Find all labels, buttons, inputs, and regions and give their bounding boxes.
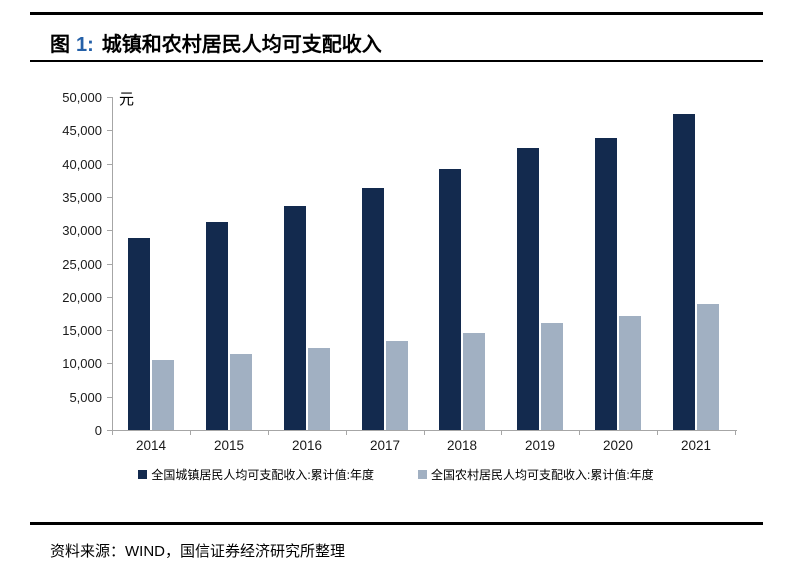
x-tick-mark [579,430,580,435]
chart-legend: 全国城镇居民人均可支配收入:累计值:年度 全国农村居民人均可支配收入:累计值:年度 [0,466,792,483]
y-tick-label: 30,000 [62,223,102,238]
x-tick-label: 2014 [135,438,167,453]
y-tick-label: 5,000 [69,390,102,405]
legend-label: 全国城镇居民人均可支配收入:累计值:年度 [151,468,374,482]
top-rule [30,12,763,15]
bar-urban-2015 [206,222,228,430]
x-tick-label: 2015 [213,438,245,453]
legend-label: 全国农村居民人均可支配收入:累计值:年度 [431,468,654,482]
bar-urban-2021 [673,114,695,430]
bar-urban-2017 [362,188,384,430]
x-tick-label: 2019 [524,438,556,453]
x-tick-label: 2020 [602,438,634,453]
y-tick-mark [107,363,112,364]
bar-rural-2016 [308,348,330,430]
bar-urban-2016 [284,206,306,430]
legend-marker-icon [138,470,148,479]
figure-caption-text: 城镇和农村居民人均可支配收入 [101,34,382,56]
y-tick-mark [107,430,112,431]
y-tick-mark [107,397,112,398]
x-tick-mark [501,430,502,435]
x-tick-mark [190,430,191,435]
bar-urban-2018 [439,169,461,430]
bar-urban-2014 [128,238,150,430]
y-tick-mark [107,164,112,165]
x-tick-mark [657,430,658,435]
x-tick-label: 2021 [680,438,712,453]
bar-rural-2019 [541,323,563,430]
figure-caption-number: 1: [76,34,94,56]
bar-urban-2020 [595,138,617,430]
y-tick-label: 40,000 [62,157,102,172]
y-tick-mark [107,230,112,231]
x-tick-label: 2018 [446,438,478,453]
y-tick-label: 0 [94,423,102,438]
figure-title: 图 1: 城镇和农村居民人均可支配收入 [50,28,382,57]
legend-item-urban: 全国城镇居民人均可支配收入:累计值:年度 [138,466,374,483]
y-tick-mark [107,297,112,298]
bar-rural-2017 [386,341,408,430]
bar-rural-2018 [463,333,485,430]
y-tick-label: 20,000 [62,290,102,305]
title-bottom-rule [30,60,763,62]
footer-rule [30,522,763,525]
bar-urban-2019 [517,148,539,430]
bar-rural-2014 [152,360,174,430]
x-tick-label: 2016 [291,438,323,453]
y-axis-unit-label: 元 [119,91,135,108]
bar-rural-2020 [619,316,641,430]
x-tick-mark [346,430,347,435]
legend-marker-icon [418,470,427,479]
y-tick-mark [107,197,112,198]
y-tick-label: 25,000 [62,257,102,272]
y-axis-line [112,97,113,431]
y-tick-label: 35,000 [62,190,102,205]
legend-item-rural: 全国农村居民人均可支配收入:累计值:年度 [418,466,654,483]
x-tick-label: 2017 [369,438,401,453]
y-tick-mark [107,330,112,331]
source-note: 资料来源：WIND，国信证券经济研究所整理 [50,543,345,560]
y-tick-label: 50,000 [62,90,102,105]
x-tick-mark [268,430,269,435]
y-tick-label: 45,000 [62,123,102,138]
bar-rural-2015 [230,354,252,430]
bar-rural-2021 [697,304,719,430]
x-tick-mark [424,430,425,435]
y-tick-mark [107,97,112,98]
y-tick-mark [107,130,112,131]
figure-caption-word: 图 [50,34,70,56]
y-tick-label: 15,000 [62,323,102,338]
y-tick-label: 10,000 [62,356,102,371]
x-tick-mark [735,430,736,435]
y-tick-mark [107,264,112,265]
x-tick-mark [112,430,113,435]
